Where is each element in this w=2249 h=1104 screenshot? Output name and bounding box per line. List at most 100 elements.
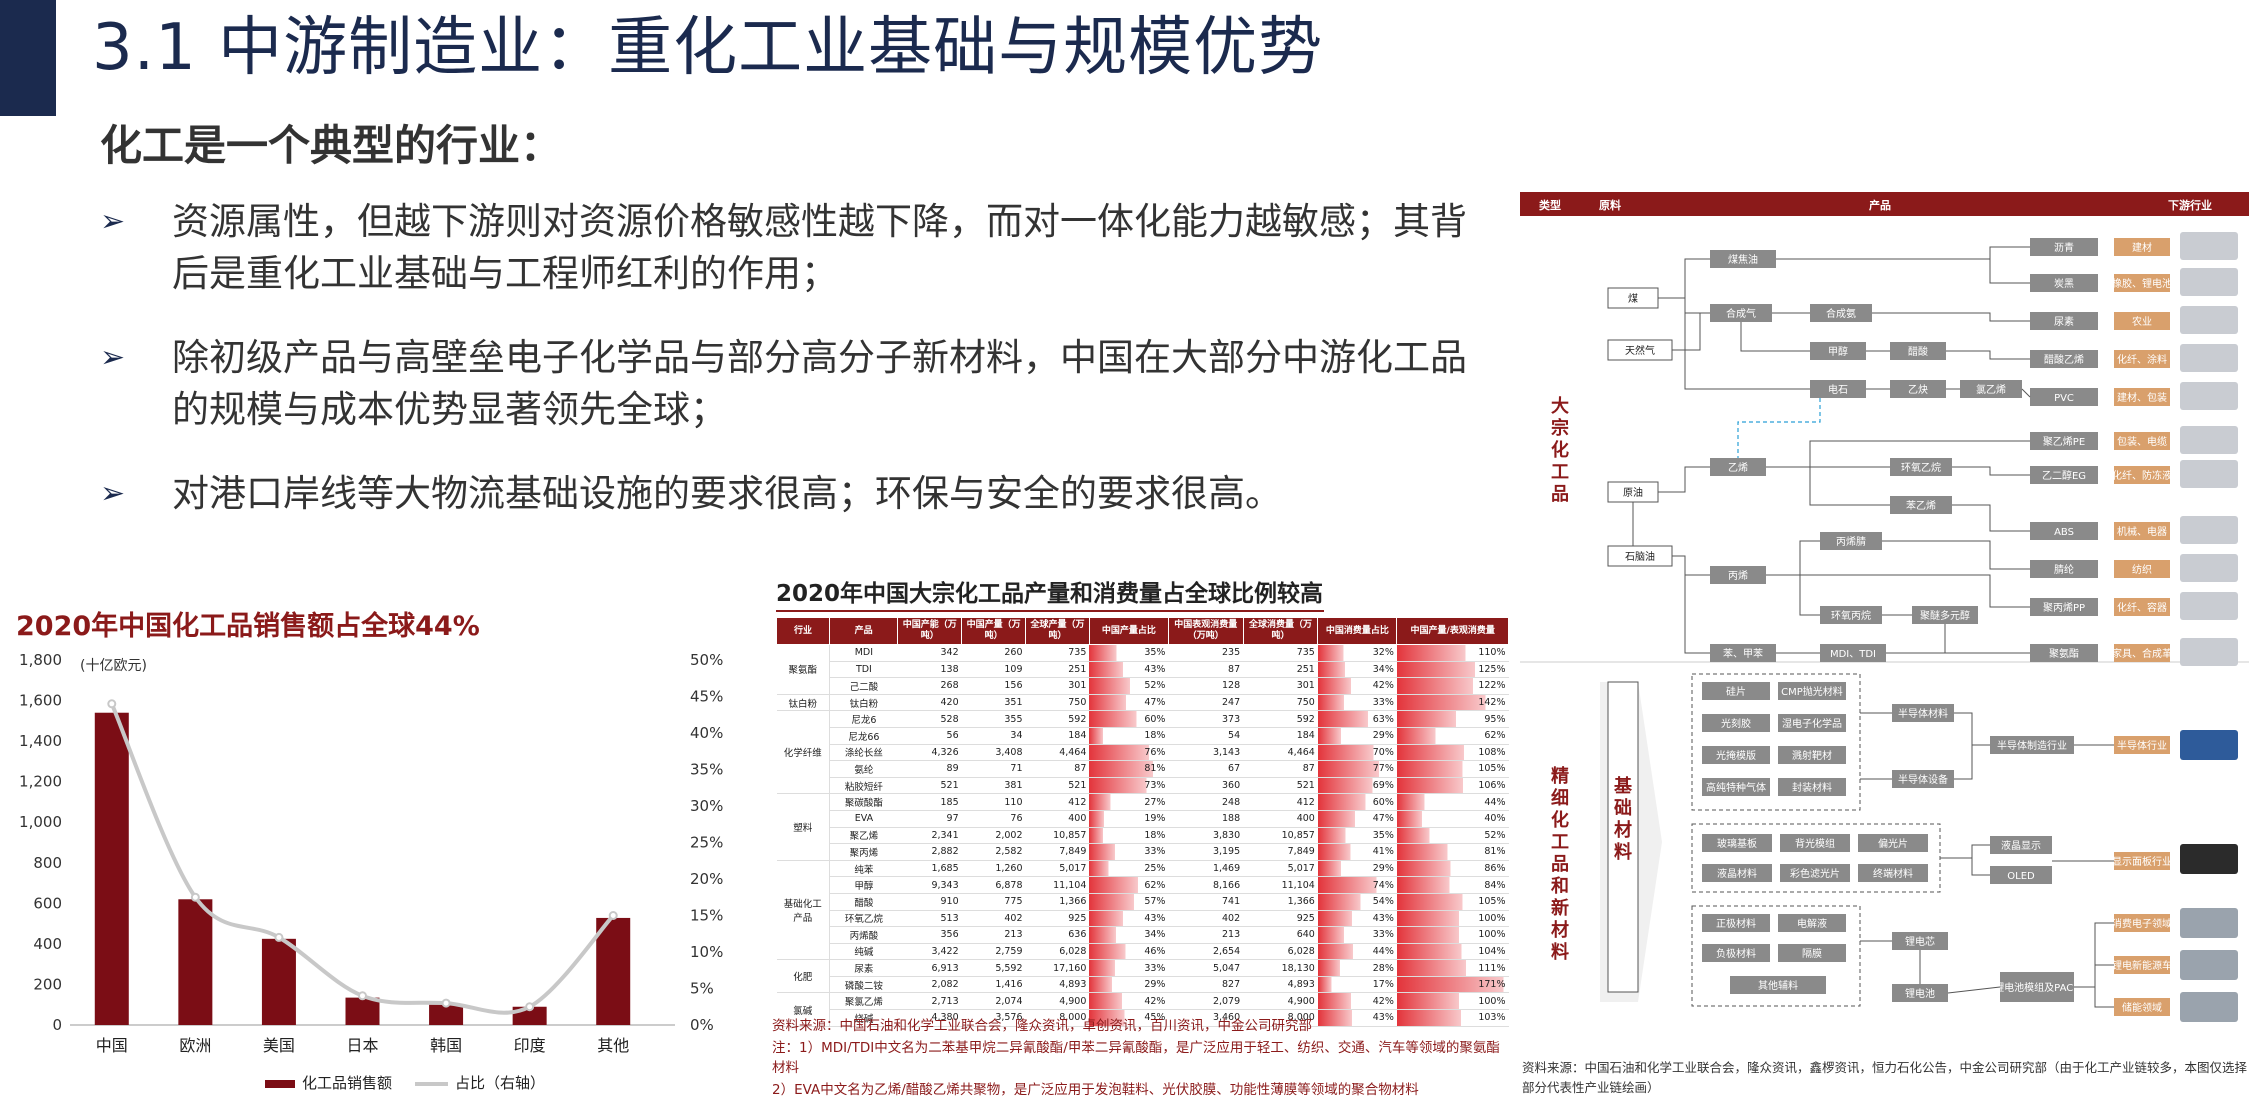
product-node-box bbox=[2030, 432, 2098, 450]
node-eo: 环氧乙烷 bbox=[1901, 461, 1941, 474]
product-cell: 烧碱 bbox=[829, 1009, 898, 1027]
downstream-node: 橡胶、锂电池 bbox=[2112, 277, 2172, 290]
flow-connector bbox=[1947, 986, 2001, 994]
y2-axis-tick-label: 0% bbox=[690, 1016, 714, 1034]
table-header-cell: 中国产量（万吨） bbox=[961, 617, 1027, 645]
product-cell: 纯苯 bbox=[829, 860, 898, 878]
downstream-node: 包装、电缆 bbox=[2117, 435, 2167, 448]
share-point bbox=[274, 932, 284, 942]
y2-axis-tick-label: 40% bbox=[690, 724, 723, 742]
value-cell: 1,366 bbox=[1243, 893, 1318, 911]
product-cell: 氨纶 bbox=[829, 760, 898, 778]
flow-connector bbox=[1954, 745, 1973, 780]
share-cell: 46% bbox=[1089, 943, 1169, 961]
page-title: 3.1 中游制造业：重化工业基础与规模优势 bbox=[92, 11, 1324, 85]
downstream-node: 家具、合成革 bbox=[2112, 647, 2172, 660]
arrow-bullet-icon: ➢ bbox=[100, 204, 126, 239]
product-node: 腈纶 bbox=[2054, 563, 2074, 576]
ratio-cell: 81% bbox=[1396, 843, 1509, 861]
fine-material-node: 硅片 bbox=[1726, 685, 1746, 698]
fine-material-node-box bbox=[1702, 834, 1772, 852]
downstream-node: 建材、包装 bbox=[2117, 391, 2167, 404]
fine-material-node: 其他辅料 bbox=[1758, 979, 1798, 992]
value-cell: 1,260 bbox=[961, 860, 1026, 878]
share-cell: 43% bbox=[1317, 910, 1397, 928]
product-cell: 聚氯乙烯 bbox=[829, 992, 898, 1011]
value-cell: 5,017 bbox=[1243, 860, 1318, 878]
downstream-product-image bbox=[2180, 344, 2238, 372]
flow-connector bbox=[1684, 298, 1710, 314]
node-vinyl-chloride-box bbox=[1960, 380, 2022, 398]
value-cell: 351 bbox=[961, 694, 1026, 712]
table-row: 化肥 尿素 6,913 5,592 17,160 33% 5,047 18,130 28% 111… bbox=[776, 959, 1509, 994]
node-btx-box bbox=[1710, 644, 1776, 662]
fine-material-node-box bbox=[1778, 944, 1846, 962]
fine-product-node-box bbox=[1990, 866, 2052, 884]
table-row: 磷酸二铵 2,082 1,416 4,893 29% 827 4,893 17% 171% bbox=[777, 976, 1509, 994]
share-cell: 47% bbox=[1089, 694, 1169, 712]
diagram-header-label: 产品 bbox=[1869, 198, 1891, 212]
product-cell: 丙烯酸 bbox=[829, 926, 898, 944]
y2-axis-tick-label: 15% bbox=[690, 907, 723, 925]
share-cell: 33% bbox=[1089, 843, 1169, 861]
table-row: 钛白粉 钛白粉 420 351 750 47% 247 750 33% 142% bbox=[776, 694, 1509, 712]
flow-connector bbox=[1658, 258, 1710, 299]
table-note-2: 2）EVA中文名为乙烯/醋酸乙烯共聚物，是广泛应用于发泡鞋料、光伏胶膜、功能性薄… bbox=[772, 1082, 1419, 1098]
product-node: 乙二醇EG bbox=[2042, 469, 2086, 482]
y2-axis-tick-label: 30% bbox=[690, 797, 723, 815]
legend-line-label: 占比（右轴） bbox=[455, 1074, 545, 1092]
value-cell: 71 bbox=[961, 760, 1026, 778]
base-material-label: 料 bbox=[1614, 841, 1632, 863]
product-node: ABS bbox=[2054, 527, 2074, 538]
fine-mid-node-box bbox=[1892, 704, 1954, 722]
ratio-cell: 86% bbox=[1396, 860, 1509, 878]
fine-mid-node: 半导体设备 bbox=[1898, 773, 1948, 786]
table-header-cell: 中国表观消费量（万吨） bbox=[1167, 617, 1244, 645]
table-row: 醋酸 910 775 1,366 57% 741 1,366 54% 105% bbox=[777, 893, 1509, 911]
product-cell: 醋酸 bbox=[829, 893, 898, 911]
diagram-header-label: 类型 bbox=[1539, 198, 1561, 212]
ratio-cell: 62% bbox=[1396, 727, 1509, 745]
bar-mark bbox=[94, 712, 129, 1025]
value-cell: 109 bbox=[961, 661, 1026, 679]
fine-material-node: 偏光片 bbox=[1878, 837, 1908, 850]
product-node-box bbox=[2030, 466, 2098, 484]
value-cell: 521 bbox=[897, 777, 962, 795]
node-mdi-tdi: MDI、TDI bbox=[1830, 649, 1876, 660]
node-mdi-tdi-box bbox=[1820, 644, 1886, 662]
node-styrene-box bbox=[1890, 496, 1952, 514]
table-row: 纯碱 3,422 2,759 6,028 46% 2,654 6,028 44% 104% bbox=[777, 943, 1509, 961]
ratio-cell: 44% bbox=[1396, 793, 1509, 811]
table-row: 环氧乙烷 513 402 925 43% 402 925 43% 100% bbox=[777, 910, 1509, 928]
value-cell: 1,685 bbox=[897, 860, 962, 878]
fine-downstream-node-box bbox=[2114, 852, 2170, 870]
fine-material-node-box bbox=[1778, 714, 1846, 732]
fine-material-node: 隔膜 bbox=[1802, 948, 1822, 960]
value-cell: 342 bbox=[897, 644, 962, 662]
share-cell: 29% bbox=[1317, 727, 1397, 745]
fine-material-node: 背光模组 bbox=[1795, 837, 1835, 850]
share-cell: 17% bbox=[1317, 976, 1397, 994]
flow-connector bbox=[1776, 246, 2030, 260]
share-cell: 34% bbox=[1317, 661, 1397, 679]
value-cell: 235 bbox=[1168, 644, 1244, 662]
industry-chain-diagram: 类型 原料 产品 下游行业大宗化工品精细化工品和新材料煤天然气原油石脑油煤焦油合成气合… bbox=[1520, 192, 2249, 1022]
share-cell: 70% bbox=[1317, 744, 1397, 762]
product-node: 聚氨酯 bbox=[2049, 647, 2079, 660]
table-row: 烧碱 4,380 3,576 8,000 45% 3,460 8,000 43% 103% bbox=[777, 1009, 1509, 1027]
downstream-node-box bbox=[2114, 598, 2170, 616]
value-cell: 355 bbox=[961, 710, 1026, 728]
product-cell: 粘胶短纤 bbox=[829, 777, 898, 795]
value-cell: 3,830 bbox=[1168, 827, 1244, 845]
table-header-cell: 中国消费量占比 bbox=[1317, 617, 1398, 645]
industry-group-cell: 聚氨酯 bbox=[776, 644, 831, 695]
value-cell: 3,143 bbox=[1168, 744, 1244, 762]
value-cell: 4,900 bbox=[1025, 992, 1090, 1011]
value-cell: 156 bbox=[961, 677, 1026, 695]
value-cell: 7,849 bbox=[1025, 843, 1090, 861]
value-cell: 412 bbox=[1025, 793, 1090, 811]
value-cell: 2,341 bbox=[897, 827, 962, 845]
table-header-cell: 中国产量占比 bbox=[1088, 617, 1169, 645]
share-cell: 33% bbox=[1317, 926, 1397, 944]
share-cell: 35% bbox=[1317, 827, 1397, 845]
